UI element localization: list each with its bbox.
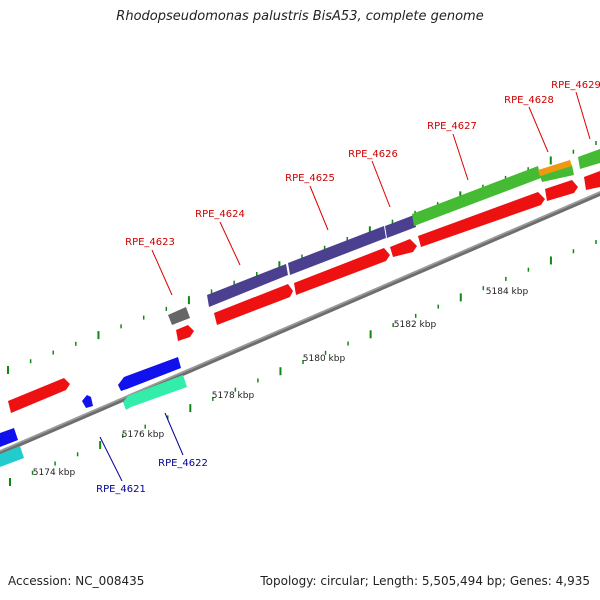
scale-labels: 5174 kbp 5176 kbp 5178 kbp 5180 kbp 5182… bbox=[33, 287, 529, 478]
cds-gray-1 bbox=[168, 307, 190, 325]
scale-label-5182: 5182 kbp bbox=[394, 320, 437, 330]
reverse-gene-labels: RPE_4621 RPE_4622 bbox=[96, 458, 208, 495]
cds-red-7 bbox=[176, 325, 194, 341]
cds-red-2 bbox=[294, 248, 390, 295]
cds-red-5 bbox=[545, 180, 578, 201]
cds-green-3 bbox=[540, 165, 574, 182]
gene-label-rpe-4622[interactable]: RPE_4622 bbox=[158, 458, 208, 469]
cds-cyan-1 bbox=[123, 375, 187, 410]
forward-feature-row-outer bbox=[168, 149, 600, 325]
gene-label-rpe-4626[interactable]: RPE_4626 bbox=[348, 149, 398, 160]
scale-label-5180: 5180 kbp bbox=[303, 354, 346, 364]
cds-green-2 bbox=[578, 149, 600, 169]
cds-blue-1 bbox=[118, 357, 181, 391]
cds-purple-3 bbox=[385, 215, 416, 238]
accession-text: Accession: NC_008435 bbox=[8, 574, 145, 588]
gene-label-rpe-4627[interactable]: RPE_4627 bbox=[427, 121, 477, 132]
scale-label-5174: 5174 kbp bbox=[33, 468, 76, 478]
gene-label-rpe-4624[interactable]: RPE_4624 bbox=[195, 209, 245, 220]
scale-label-5178: 5178 kbp bbox=[212, 391, 255, 401]
map-title: Rhodopseudomonas palustris BisA53, compl… bbox=[116, 9, 484, 24]
forward-feature-row-inner bbox=[8, 171, 600, 413]
label-leaders bbox=[99, 91, 591, 482]
gene-label-rpe-4629[interactable]: RPE_4629 bbox=[551, 80, 600, 91]
cds-red-3 bbox=[390, 239, 417, 257]
cds-purple-2 bbox=[288, 226, 386, 275]
cds-orange-1 bbox=[538, 160, 572, 176]
gene-label-rpe-4628[interactable]: RPE_4628 bbox=[504, 95, 554, 106]
cds-blue-2 bbox=[82, 395, 93, 408]
cds-red-1 bbox=[214, 284, 293, 325]
cds-green-1 bbox=[412, 166, 541, 226]
cds-red-4 bbox=[418, 192, 545, 247]
genome-summary-text: Topology: circular; Length: 5,505,494 bp… bbox=[260, 574, 590, 588]
gene-label-rpe-4623[interactable]: RPE_4623 bbox=[125, 237, 175, 248]
reverse-feature-row bbox=[0, 357, 187, 467]
scale-label-5184: 5184 kbp bbox=[486, 287, 529, 297]
cds-red-6 bbox=[584, 171, 600, 190]
cds-red-8 bbox=[8, 378, 70, 413]
genome-backbone bbox=[0, 191, 600, 455]
cds-purple-1 bbox=[207, 264, 288, 307]
gene-label-rpe-4625[interactable]: RPE_4625 bbox=[285, 173, 335, 184]
gene-label-rpe-4621[interactable]: RPE_4621 bbox=[96, 484, 146, 495]
forward-gene-labels: RPE_4623 RPE_4624 RPE_4625 RPE_4626 RPE_… bbox=[125, 80, 600, 248]
cds-blue-3 bbox=[0, 428, 18, 447]
inner-tick-row bbox=[9, 240, 597, 486]
scale-label-5176: 5176 kbp bbox=[122, 430, 165, 440]
cds-teal-1 bbox=[0, 446, 24, 467]
